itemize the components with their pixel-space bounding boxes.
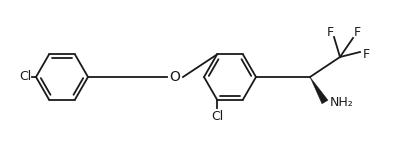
- Polygon shape: [310, 77, 328, 104]
- Text: Cl: Cl: [19, 71, 31, 84]
- Text: F: F: [362, 47, 370, 60]
- Text: NH₂: NH₂: [330, 95, 354, 108]
- Text: F: F: [354, 27, 361, 40]
- Text: F: F: [327, 26, 334, 38]
- Text: O: O: [170, 70, 181, 84]
- Text: Cl: Cl: [211, 110, 223, 122]
